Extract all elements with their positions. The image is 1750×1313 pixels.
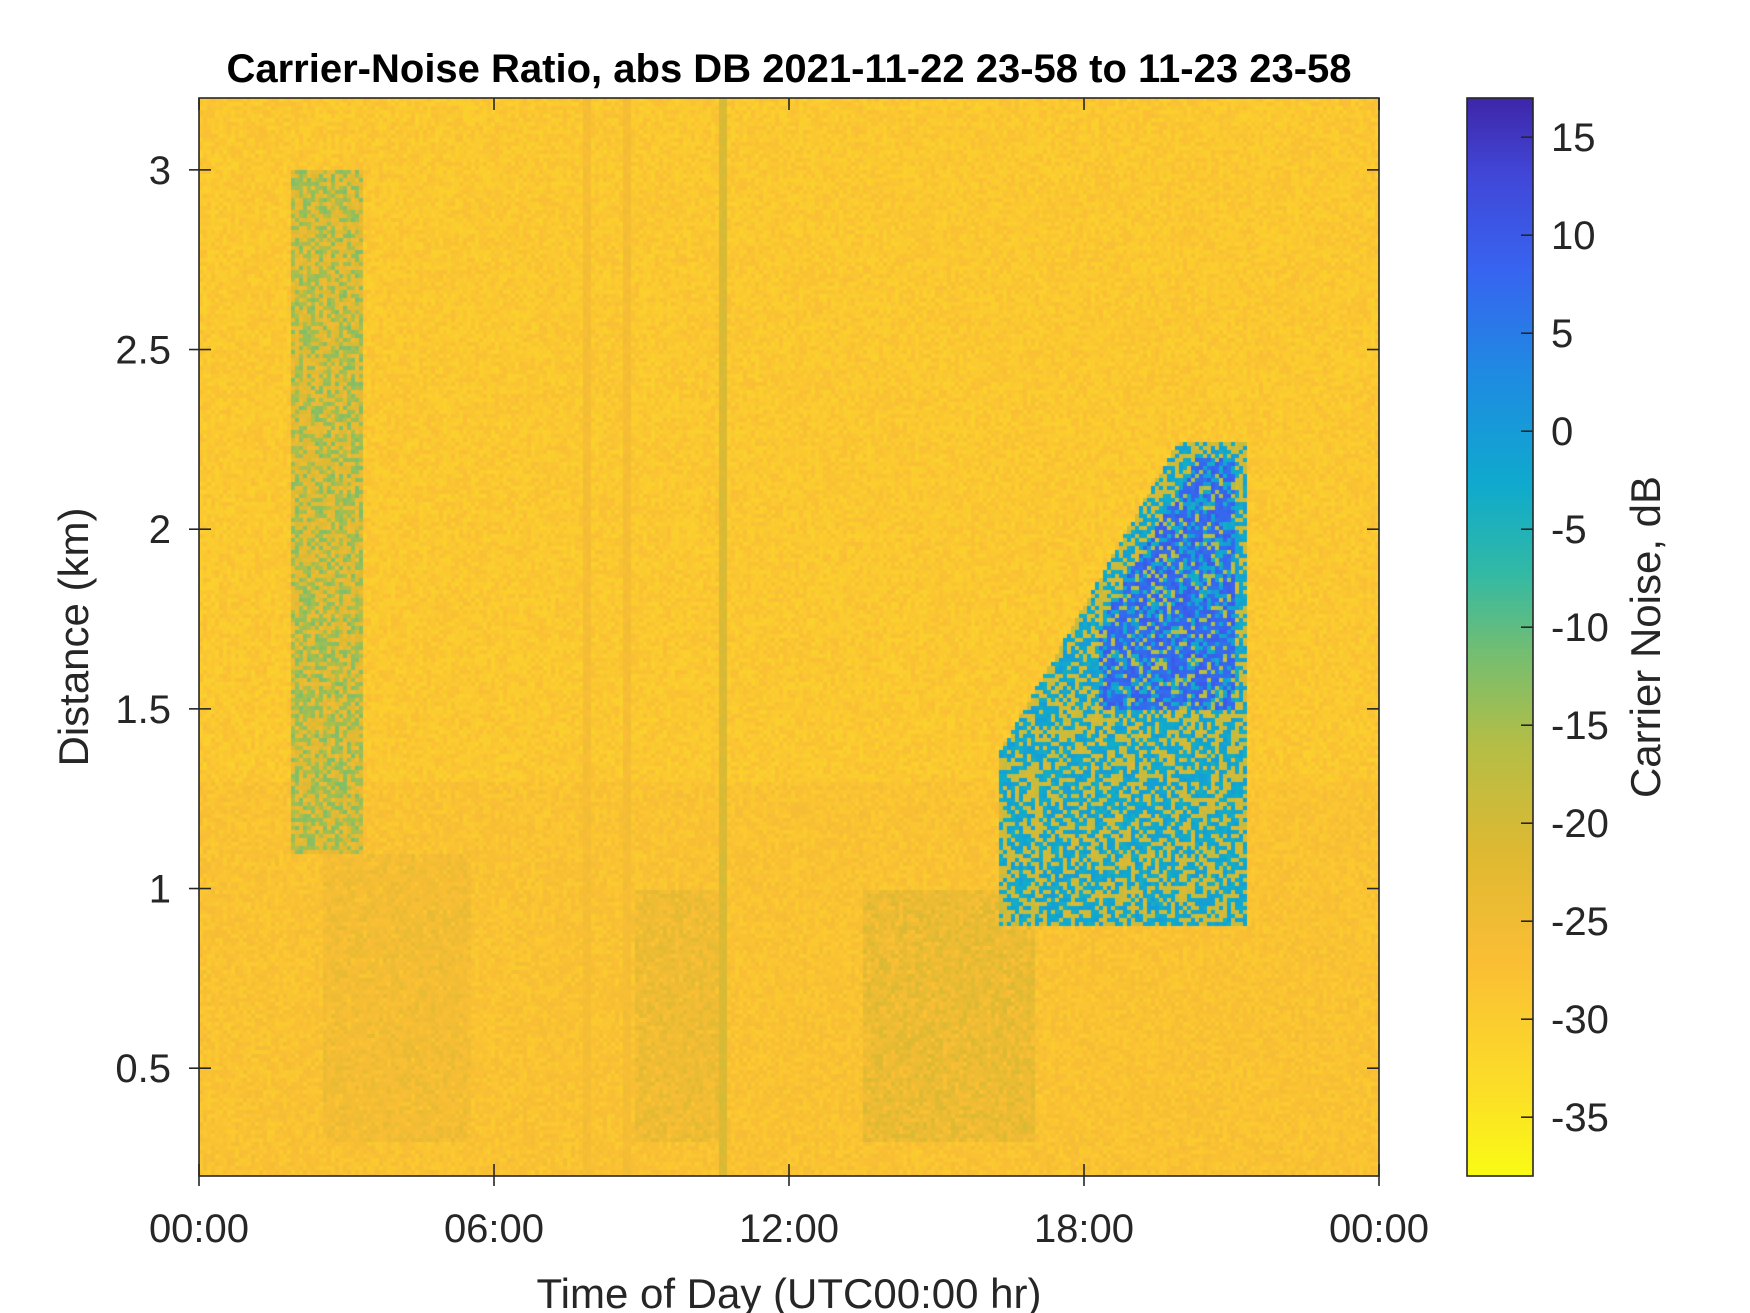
colorbar-tick-label: 0 — [1551, 410, 1573, 454]
heatmap-image — [199, 98, 1379, 1176]
colorbar-tick-label: -25 — [1551, 900, 1609, 944]
colorbar-tick-label: -20 — [1551, 802, 1609, 846]
y-axis: 0.5 1 1.5 2 2.5 3 — [115, 149, 1379, 1091]
x-tick-label: 00:00 — [1329, 1207, 1429, 1251]
colorbar-tick-label: -30 — [1551, 998, 1609, 1042]
x-tick-label: 18:00 — [1034, 1207, 1134, 1251]
y-tick-label: 0.5 — [115, 1047, 171, 1091]
colorbar-tick-label: -35 — [1551, 1096, 1609, 1140]
colorbar-tick-label: -15 — [1551, 704, 1609, 748]
x-axis-title: Time of Day (UTC00:00 hr) — [537, 1270, 1042, 1313]
x-tick-label: 06:00 — [444, 1207, 544, 1251]
y-axis-title: Distance (km) — [50, 507, 97, 766]
colorbar-tick-label: 5 — [1551, 312, 1573, 356]
y-tick-label: 1.5 — [115, 688, 171, 732]
y-tick-label: 2.5 — [115, 329, 171, 373]
colorbar-tick-label: 15 — [1551, 116, 1596, 160]
x-tick-label: 00:00 — [149, 1207, 249, 1251]
colorbar-tick-label: 10 — [1551, 214, 1596, 258]
colorbar-label: Carrier Noise, dB — [1622, 476, 1669, 798]
y-tick-label: 1 — [149, 868, 171, 912]
chart-title: Carrier-Noise Ratio, abs DB 2021-11-22 2… — [226, 47, 1351, 91]
colorbar-gradient — [1466, 97, 1534, 1177]
colorbar-tick-label: -5 — [1551, 508, 1587, 552]
heatmap-plot-area — [199, 98, 1379, 1176]
y-tick-label: 2 — [149, 508, 171, 552]
y-tick-label: 3 — [149, 149, 171, 193]
colorbar: 15 10 5 0 -5 -10 -15 -20 -25 -30 -35 — [1466, 97, 1609, 1177]
x-axis: 00:00 06:00 12:00 18:00 00:00 — [149, 98, 1429, 1251]
colorbar-tick-label: -10 — [1551, 606, 1609, 650]
x-tick-label: 12:00 — [739, 1207, 839, 1251]
